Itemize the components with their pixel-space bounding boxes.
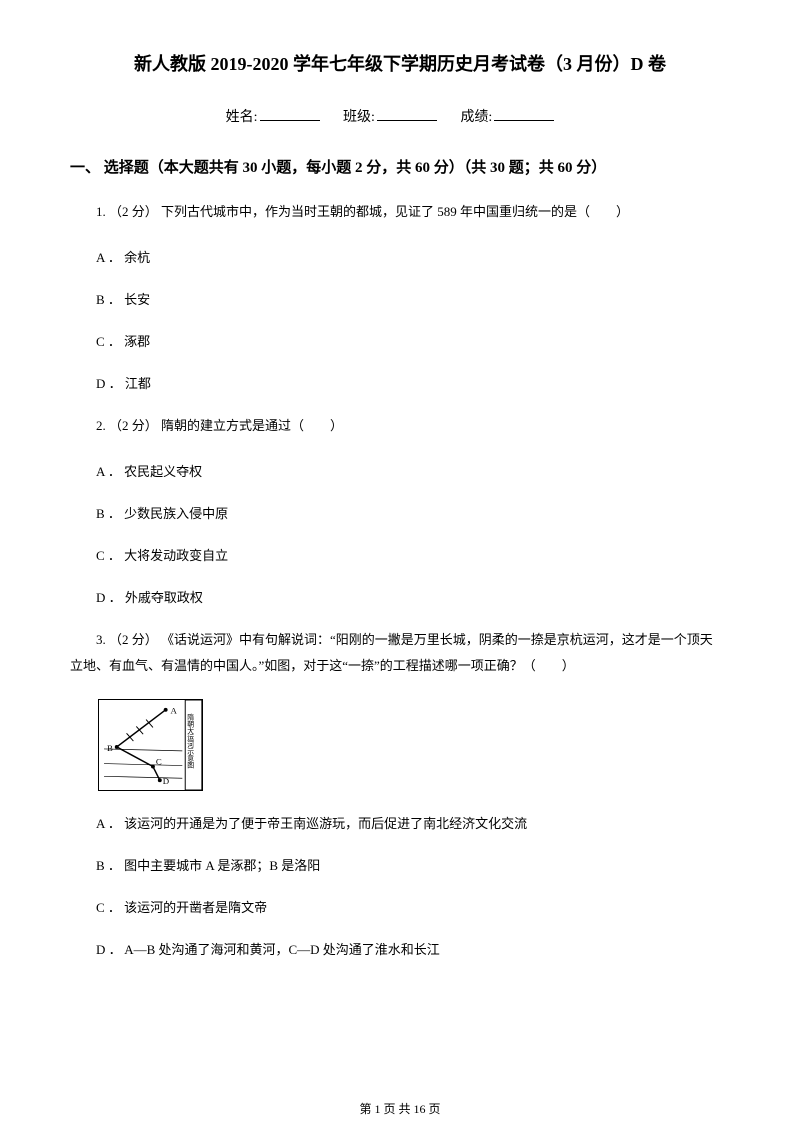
class-label: 班级:	[343, 110, 375, 125]
q3-option-d: D ． A—B 处沟通了海河和黄河，C—D 处沟通了淮水和长江	[70, 937, 730, 963]
q3-option-c-label: C ．	[96, 900, 121, 915]
q2-option-c-label: C ．	[96, 548, 121, 563]
q1-option-d-label: D ．	[96, 376, 122, 391]
q1-option-c-label: C ．	[96, 334, 121, 349]
q1-option-b-text: 长安	[124, 292, 150, 307]
q1-option-d: D ． 江都	[70, 371, 730, 397]
q2-option-c: C ． 大将发动政变自立	[70, 543, 730, 569]
svg-text:A: A	[171, 706, 178, 716]
q2-option-c-text: 大将发动政变自立	[124, 548, 228, 563]
question-3: 3. （2 分） 《话说运河》中有句解说词：“阳刚的一撇是万里长城，阴柔的一捺是…	[70, 627, 730, 653]
q2-option-a-label: A ．	[96, 464, 121, 479]
q3-text-before: 《话说运河》中有句解说词：“阳刚的一撇是万里长城，阴柔的一捺是京杭运河，这才是一…	[161, 632, 713, 647]
q3-option-c: C ． 该运河的开凿者是隋文帝	[70, 895, 730, 921]
q3-number: 3.	[96, 632, 106, 647]
section-text: 选择题（本大题共有 30 小题，每小题 2 分，共 60 分）（共 30 题；共…	[104, 160, 607, 176]
class-blank	[377, 120, 437, 121]
question-2: 2. （2 分） 隋朝的建立方式是通过（ ）	[70, 413, 730, 439]
q1-text: 下列古代城市中，作为当时王朝的都城，见证了 589 年中国重归统一的是（ ）	[161, 204, 629, 219]
section-number: 一、	[70, 160, 100, 176]
q3-option-a: A ． 该运河的开通是为了便于帝王南巡游玩，而后促进了南北经济文化交流	[70, 811, 730, 837]
q3-option-c-text: 该运河的开凿者是隋文帝	[124, 900, 267, 915]
q3-option-a-label: A ．	[96, 816, 121, 831]
q1-option-c-text: 涿郡	[124, 334, 150, 349]
page-footer: 第 1 页 共 16 页	[0, 1100, 800, 1117]
q3-option-a-text: 该运河的开通是为了便于帝王南巡游玩，而后促进了南北经济文化交流	[124, 816, 527, 831]
q2-option-a-text: 农民起义夺权	[124, 464, 202, 479]
score-blank	[494, 120, 554, 121]
name-blank	[260, 120, 320, 121]
name-label: 姓名:	[226, 110, 258, 125]
q1-points: （2 分）	[109, 204, 158, 219]
q1-option-b: B ． 长安	[70, 287, 730, 313]
q3-points: （2 分）	[109, 632, 158, 647]
question-3-cont: 立地、有血气、有温情的中国人。”如图，对于这“一捺”的工程描述哪一项正确？（ ）	[70, 653, 730, 679]
q1-option-a: A ． 余杭	[70, 245, 730, 271]
q2-option-b-label: B ．	[96, 506, 121, 521]
q1-option-d-text: 江都	[125, 376, 151, 391]
section-title: 一、 选择题（本大题共有 30 小题，每小题 2 分，共 60 分）（共 30 …	[70, 156, 730, 177]
q2-option-a: A ． 农民起义夺权	[70, 459, 730, 485]
q3-option-b-text: 图中主要城市 A 是涿郡；B 是洛阳	[124, 858, 320, 873]
q2-option-d: D ． 外戚夺取政权	[70, 585, 730, 611]
q2-option-b-text: 少数民族入侵中原	[124, 506, 228, 521]
q2-text: 隋朝的建立方式是通过（ ）	[161, 418, 343, 433]
q3-text-after: 立地、有血气、有温情的中国人。”如图，对于这“一捺”的工程描述哪一项正确？（ ）	[70, 658, 575, 673]
q2-option-d-label: D ．	[96, 590, 122, 605]
q2-number: 2.	[96, 418, 106, 433]
q3-option-b-label: B ．	[96, 858, 121, 873]
q3-option-d-label: D ．	[96, 942, 122, 957]
q3-option-b: B ． 图中主要城市 A 是涿郡；B 是洛阳	[70, 853, 730, 879]
q3-option-d-text: A—B 处沟通了海河和黄河，C—D 处沟通了淮水和长江	[124, 942, 440, 957]
q2-option-b: B ． 少数民族入侵中原	[70, 501, 730, 527]
svg-text:C: C	[156, 757, 162, 767]
q1-option-b-label: B ．	[96, 292, 121, 307]
q2-points: （2 分）	[109, 418, 158, 433]
q1-option-a-label: A ．	[96, 250, 121, 265]
q1-number: 1.	[96, 204, 106, 219]
svg-text:D: D	[163, 776, 169, 786]
question-1: 1. （2 分） 下列古代城市中，作为当时王朝的都城，见证了 589 年中国重归…	[70, 199, 730, 225]
student-info: 姓名: 班级: 成绩:	[70, 106, 730, 126]
q1-option-a-text: 余杭	[124, 250, 150, 265]
canal-diagram: A B C D 隋朝大运河示意图	[98, 699, 203, 791]
q1-option-c: C ． 涿郡	[70, 329, 730, 355]
test-title: 新人教版 2019-2020 学年七年级下学期历史月考试卷（3 月份）D 卷	[70, 50, 730, 76]
svg-text:B: B	[107, 743, 113, 753]
q2-option-d-text: 外戚夺取政权	[125, 590, 203, 605]
score-label: 成绩:	[460, 110, 492, 125]
